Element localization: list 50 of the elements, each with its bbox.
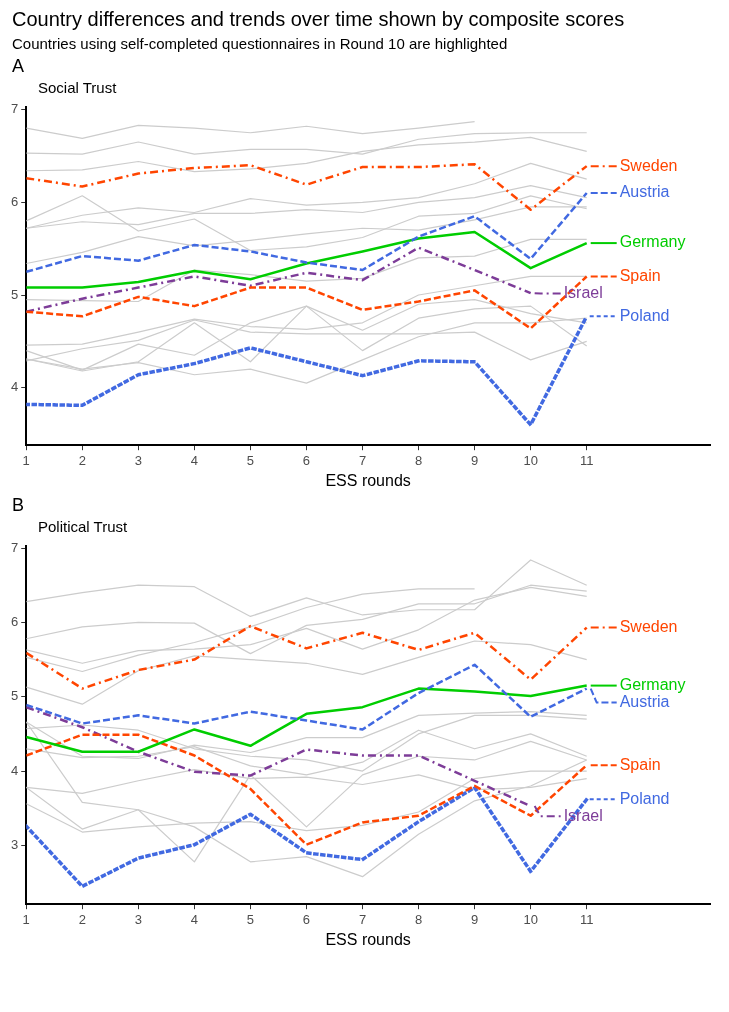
legend-label: Austria [619,183,670,201]
x-tick-label: 7 [358,911,367,927]
legend-label: Austria [619,693,670,710]
x-tick-label: 11 [579,911,594,927]
x-tick-label: 5 [246,452,255,468]
x-axis-title: ESS rounds [325,930,411,948]
text: Political Trust [38,518,129,535]
legend-label: Sweden [619,156,678,174]
x-tick-label: 6 [302,452,311,468]
y-tick-label: 5 [11,286,19,302]
y-tick-label: 6 [11,613,19,629]
x-tick-label: 11 [579,452,594,468]
legend-label: Spain [619,755,661,773]
x-tick-label: 9 [470,452,479,468]
legend-label: Sweden [619,618,678,635]
legend-label: Germany [619,676,686,693]
x-tick-label: 8 [414,911,423,927]
legend-label: Israel [563,283,603,301]
x-tick-label: 1 [22,911,30,927]
x-tick-label: 6 [302,911,311,927]
legend-label: Poland [619,306,670,324]
y-tick-label: 5 [11,688,19,704]
y-tick-label: 6 [11,193,19,209]
legend-label: Germany [619,233,686,251]
x-tick-label: 2 [78,452,86,468]
text: B [12,495,25,516]
legend-label: Poland [619,789,670,807]
y-tick-label: 4 [11,379,19,395]
chart-subtitle: Countries using self-completed questionnaires in Round 10 are highlighted [12,35,509,52]
x-tick-label: 1 [22,452,30,468]
x-tick-label: 5 [246,911,255,927]
x-axis-title: ESS rounds [325,471,411,489]
x-tick-label: 10 [523,452,538,468]
y-tick-label: 7 [11,101,19,117]
x-tick-label: 4 [190,911,198,927]
x-tick-label: 4 [190,452,198,468]
x-tick-label: 3 [134,452,142,468]
x-tick-label: 2 [78,911,86,927]
y-tick-label: 7 [11,539,19,555]
x-tick-label: 10 [523,911,538,927]
text: A [12,56,25,77]
x-tick-label: 8 [414,452,423,468]
x-tick-label: 3 [134,911,142,927]
y-tick-label: 3 [11,837,19,853]
legend-label: Spain [619,266,661,284]
y-tick-label: 4 [11,762,19,778]
chart-title: Country differences and trends over time shown by composite scores [12,8,626,31]
text: Social Trust [38,79,118,96]
x-tick-label: 9 [470,911,479,927]
x-tick-label: 7 [358,452,367,468]
